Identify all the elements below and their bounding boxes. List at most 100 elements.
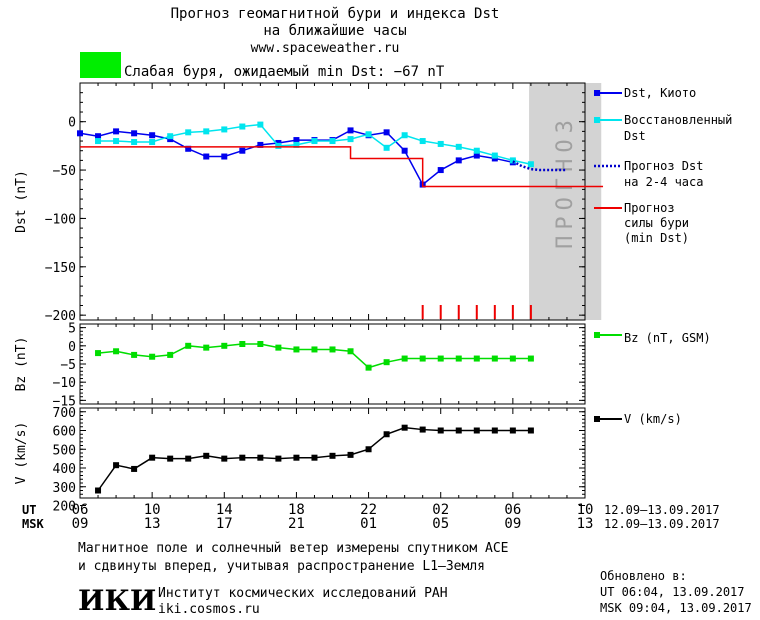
y-tick-label: −200	[45, 309, 76, 324]
data-point	[419, 426, 426, 433]
y-tick-label: 5	[68, 322, 76, 337]
data-point	[203, 128, 210, 135]
storm-status-swatch	[80, 52, 121, 78]
data-point	[95, 138, 102, 145]
data-point	[527, 161, 534, 168]
footer-note-1: Магнитное поле и солнечный ветер измерен…	[78, 541, 508, 556]
site-url: www.spaceweather.ru	[251, 41, 400, 56]
title-line2: на ближайшие часы	[263, 23, 406, 39]
legend-label-storm-2: силы бури	[624, 216, 689, 230]
panel-frame	[79, 323, 586, 405]
data-point	[149, 139, 156, 146]
data-point	[275, 142, 282, 149]
y-tick-label: 500	[53, 443, 76, 458]
data-point	[473, 152, 480, 159]
data-point	[329, 346, 336, 353]
data-point	[455, 355, 462, 362]
data-point	[185, 342, 192, 349]
data-point	[95, 133, 102, 140]
y-axis-label: Bz (nT)	[14, 337, 29, 392]
data-point	[419, 138, 426, 145]
data-point	[455, 157, 462, 164]
forecast-label: ПРОГНОЗ	[553, 114, 578, 249]
data-point	[491, 427, 498, 434]
data-point	[383, 431, 390, 438]
institute-name: Институт космических исследований РАН	[158, 586, 448, 601]
bz-panel: 5 0 −5 −10 −15 Bz (nT)	[14, 322, 586, 409]
y-tick-label: −50	[53, 164, 76, 179]
legend-item-restored-dst: Восстановленный Dst	[594, 113, 732, 143]
data-point	[437, 167, 444, 174]
legend-label-restored-1: Восстановленный	[624, 113, 732, 127]
data-point	[167, 455, 174, 462]
iki-logo: ИКИ	[78, 584, 156, 617]
data-point	[113, 128, 120, 135]
data-point	[401, 132, 408, 139]
ut-tick-label: 10	[577, 502, 594, 518]
institute-site: iki.cosmos.ru	[158, 602, 260, 617]
ut-tick-label: 02	[432, 502, 449, 518]
data-point	[203, 153, 210, 160]
updated-msk: MSK 09:04, 13.09.2017	[600, 601, 752, 615]
data-point	[221, 126, 228, 133]
y-axis-label: Dst (nT)	[14, 170, 29, 233]
data-point	[167, 351, 174, 358]
data-point	[329, 452, 336, 459]
data-point	[221, 455, 228, 462]
legend-label-forecast-1: Прогноз Dst	[624, 159, 703, 173]
data-point	[509, 157, 516, 164]
data-point	[311, 346, 318, 353]
data-point	[167, 133, 174, 140]
data-point	[131, 130, 138, 137]
msk-tick-label: 09	[504, 516, 521, 532]
data-point	[131, 351, 138, 358]
data-point	[257, 141, 264, 148]
data-point	[131, 139, 138, 146]
msk-tick-label: 09	[72, 516, 89, 532]
legend-label-bz: Bz (nT, GSM)	[624, 331, 711, 345]
updated-ut: UT 06:04, 13.09.2017	[600, 585, 745, 599]
data-point	[311, 138, 318, 145]
data-point	[347, 451, 354, 458]
data-point	[347, 348, 354, 355]
data-point	[383, 129, 390, 136]
ut-tick-label: 22	[360, 502, 377, 518]
data-point	[365, 446, 372, 453]
y-tick-label: 600	[53, 425, 76, 440]
data-point	[185, 129, 192, 136]
legend-label-forecast-2: на 2-4 часа	[624, 175, 703, 189]
forecast-region	[529, 83, 602, 320]
legend-label-storm-1: Прогноз	[624, 201, 675, 215]
data-point	[383, 359, 390, 366]
ut-range: 12.09–13.09.2017	[604, 503, 720, 517]
legend-label-restored-2: Dst	[624, 129, 646, 143]
y-tick-label: 0	[68, 116, 76, 131]
data-point	[455, 427, 462, 434]
panel-frame	[79, 82, 586, 321]
data-point	[437, 427, 444, 434]
data-point	[113, 138, 120, 145]
ut-tick-label: 10	[144, 502, 161, 518]
ut-axis-label: UT	[22, 503, 36, 517]
y-tick-label: 200	[53, 500, 76, 515]
data-point	[185, 455, 192, 462]
data-point	[149, 132, 156, 139]
data-point	[293, 454, 300, 461]
series-line	[80, 146, 604, 188]
data-point	[275, 344, 282, 351]
data-point	[437, 140, 444, 147]
v-panel: 700 600 500 400 300 200 V (km/s)	[14, 406, 586, 515]
dst-panel: ПРОГНОЗ 0 −50 −100 −150 −200 Dst (nT)	[14, 82, 604, 324]
data-point	[275, 455, 282, 462]
y-tick-label: 0	[68, 340, 76, 355]
data-point	[527, 427, 534, 434]
y-axis-label: V (km/s)	[14, 422, 29, 485]
footer-note-2: и сдвинуты вперед, учитывая распростране…	[78, 559, 485, 574]
data-point	[401, 355, 408, 362]
data-point	[473, 427, 480, 434]
data-point	[365, 131, 372, 138]
data-point	[77, 130, 83, 137]
legend-item-v: V (km/s)	[594, 412, 682, 426]
x-axis: UTMSK0609101314171821220102050609101312.…	[22, 502, 720, 532]
data-point	[311, 454, 318, 461]
